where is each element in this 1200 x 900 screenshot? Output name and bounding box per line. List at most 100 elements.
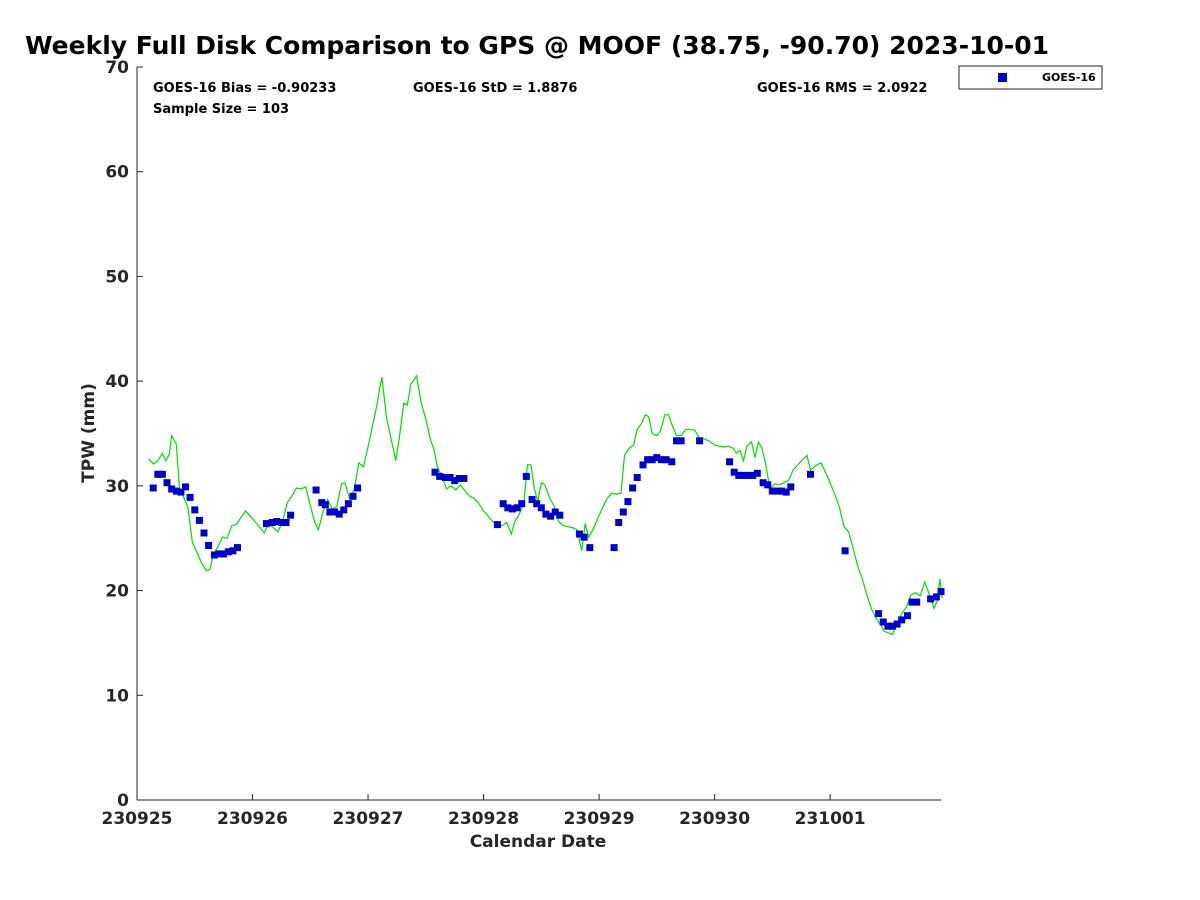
goes16-point [662,456,670,464]
goes16-point [460,475,468,482]
goes16-point [787,483,795,491]
goes16-point [220,550,228,558]
goes16-point [937,588,945,596]
goes16-point [154,470,162,478]
goes16-point [537,504,545,512]
goes16-point [528,496,536,503]
goes16-point [668,458,676,466]
sample-size-stat: Sample Size = 103 [153,102,289,117]
goes16-point [158,470,166,478]
goes16-point [451,477,459,485]
goes16-point [344,500,352,508]
goes16-point [268,519,276,526]
y-tick-label: 20 [105,582,129,602]
goes16-point [884,622,892,630]
goes16-point [508,505,516,513]
rms-stat: GOES-16 RMS = 2.0922 [757,81,927,96]
goes16-point [547,512,555,520]
goes16-point [349,492,357,500]
goes16-point [513,504,521,512]
goes16-point [653,454,661,462]
goes16-point [441,474,449,481]
x-tick-label: 231001 [795,809,866,829]
goes16-point [644,456,652,464]
y-tick-label: 50 [105,267,129,287]
goes16-point [624,498,632,506]
goes16-point [913,598,921,606]
goes16-point [782,488,790,496]
goes16-point [533,500,541,508]
x-tick-label: 230928 [448,809,519,829]
chart-title: Weekly Full Disk Comparison to GPS @ MOO… [25,31,1049,60]
goes16-point [629,484,637,492]
plot-frame [137,67,941,800]
goes16-point [149,484,157,492]
goes16-point [639,461,647,469]
goes16-point [759,479,767,487]
goes16-point [586,544,594,552]
goes16-point [522,472,530,480]
goes16-point [354,484,362,492]
goes16-point [186,493,194,501]
goes16-point [696,437,704,445]
legend-box [958,65,1103,90]
y-tick-label: 60 [105,163,129,183]
y-tick-label: 0 [117,791,129,811]
goes16-point [580,533,588,541]
goes16-point [615,519,623,526]
y-tick-label: 40 [105,372,129,392]
goes16-point [726,458,734,466]
goes16-point [287,511,295,519]
goes16-point [764,481,772,489]
goes16-point [904,612,911,620]
x-axis-label: Calendar Date [470,832,607,852]
goes16-point [504,504,512,512]
goes16-point [673,437,680,445]
goes16-point [335,510,343,518]
goes16-point [229,547,237,555]
goes16-point [205,542,213,549]
series-layer [148,374,945,636]
goes16-point [730,468,738,476]
bias-stat: GOES-16 Bias = -0.90233 [153,81,336,96]
x-tick-label: 230926 [217,809,288,829]
goes16-point [889,622,896,630]
goes16-point [431,468,439,476]
y-tick-label: 70 [105,58,129,78]
goes16-point [195,516,203,524]
y-axis-ticks: 0 10 20 30 40 50 60 70 [105,58,143,811]
goes16-point [893,620,901,628]
y-tick-label: 30 [105,477,129,497]
goes16-point [326,508,334,516]
goes16-point [749,471,757,479]
legend-label-goes16: GOES-16 [1042,71,1096,84]
goes16-point [932,593,940,601]
goes16-point [455,475,463,482]
goes16-point [282,519,290,526]
goes16-point [908,598,916,606]
goes16-point [768,487,776,495]
goes16-point [753,469,761,477]
goes16-point [773,487,781,495]
goes16-point [331,508,338,516]
goes16-point [648,456,656,464]
x-tick-label: 230929 [564,809,635,829]
goes16-point [224,548,232,556]
goes16-point [340,506,348,514]
goes16-point [875,610,883,618]
goes16-point [927,595,935,603]
goes16-point [182,483,189,491]
goes16-point [499,500,507,508]
goes16-point [446,474,454,481]
goes16-point [633,474,641,481]
legend: GOES-16 [958,65,1103,90]
goes16-point [841,547,849,555]
goes16-point [163,479,171,487]
goes16-point [542,510,550,518]
goes16-point [619,508,627,516]
goes16-point [210,551,218,559]
goes16-point [677,437,685,445]
goes16-point [879,618,887,626]
goes16-point [321,501,329,509]
